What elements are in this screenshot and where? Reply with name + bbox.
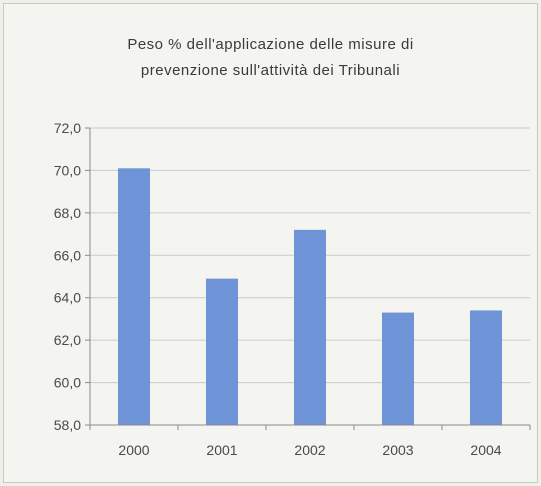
bar-2004 — [470, 310, 502, 425]
x-axis-tick-labels: 2000 2001 2002 2003 2004 — [118, 442, 501, 458]
y-tick-label: 66,0 — [54, 247, 81, 263]
axes — [85, 127, 531, 430]
x-tick-label-2002: 2002 — [294, 442, 325, 458]
chart-title-line-1: Peso % dell'applicazione delle misure di — [127, 36, 414, 53]
x-tick-label-2000: 2000 — [118, 442, 149, 458]
bar-2000 — [118, 168, 150, 426]
chart-title-line-2: prevenzione sull'attività dei Tribunali — [140, 62, 401, 79]
y-tick-label: 60,0 — [54, 375, 81, 391]
bar-2003 — [382, 312, 414, 425]
y-tick-label: 62,0 — [54, 332, 81, 348]
y-tick-label: 72,0 — [54, 120, 81, 136]
y-tick-label: 70,0 — [54, 162, 81, 178]
y-tick-label: 68,0 — [54, 205, 81, 221]
chart-frame — [3, 3, 538, 483]
x-tick-label-2004: 2004 — [470, 442, 501, 458]
y-tick-label: 58,0 — [54, 417, 81, 433]
bars — [118, 168, 502, 426]
y-axis-tick-labels: 58,0 60,0 62,0 64,0 66,0 68,0 70,0 72,0 — [54, 120, 81, 433]
bar-2001 — [206, 278, 238, 425]
y-tick-label: 64,0 — [54, 290, 81, 306]
x-tick-label-2001: 2001 — [206, 442, 237, 458]
x-tick-label-2003: 2003 — [382, 442, 413, 458]
bar-2002 — [294, 229, 326, 425]
